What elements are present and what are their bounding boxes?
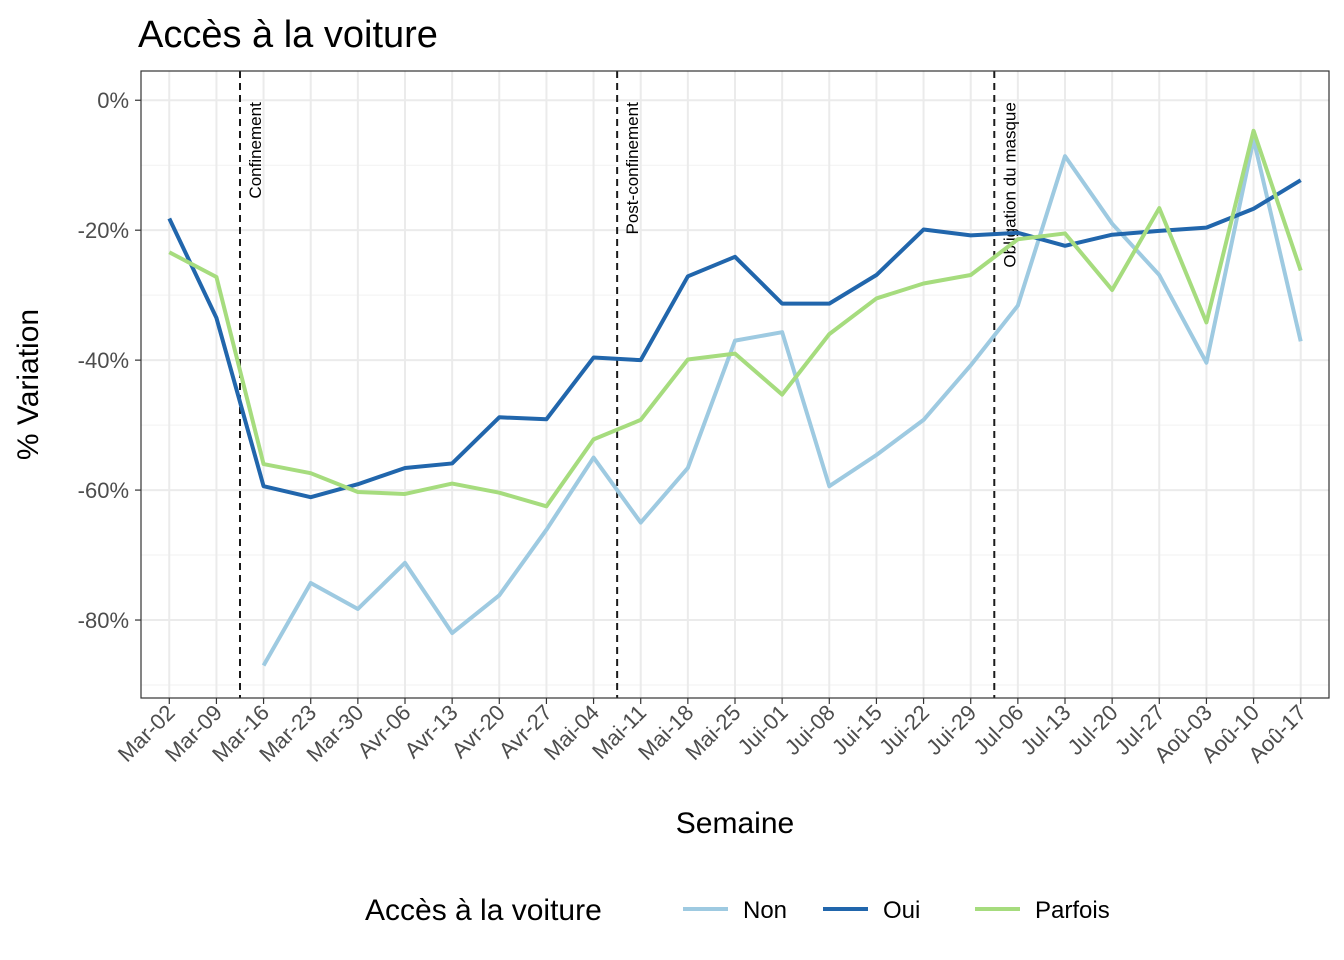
x-axis: Mar-02Mar-09Mar-16Mar-23Mar-30Avr-06Avr-… (113, 698, 1311, 768)
y-tick-label: -20% (78, 218, 129, 243)
x-tick-label: Avr-06 (352, 700, 415, 763)
y-axis-title: % Variation (12, 309, 45, 460)
legend-label-oui: Oui (883, 897, 920, 924)
event-lines: Confinement Post-confinement Obligation du… (239, 71, 1019, 698)
series-lines (167, 128, 1303, 667)
event-line-label: Obligation du masque (1000, 102, 1019, 267)
y-tick-label: -80% (78, 608, 129, 633)
grid (141, 71, 1329, 698)
x-tick-label: Jui-08 (780, 700, 840, 760)
event-line-label: Confinement (246, 102, 265, 199)
x-tick-label: Avr-20 (447, 700, 510, 763)
series-line-parfois (168, 128, 1303, 509)
x-tick-label: Jui-15 (827, 700, 887, 760)
legend: Accès à la voiture Non Oui Parfois (365, 894, 1110, 927)
x-tick-label: Jui-01 (733, 700, 793, 760)
event-line-label: Post-confinement (623, 102, 642, 235)
legend-label-non: Non (743, 897, 787, 924)
x-axis-title: Semaine (676, 807, 794, 840)
y-tick-label: -60% (78, 478, 129, 503)
x-tick-label: Jui-29 (921, 700, 981, 760)
legend-label-parfois: Parfois (1035, 897, 1110, 924)
x-tick-label: Jul-20 (1063, 700, 1123, 760)
series-line-oui (167, 178, 1302, 500)
series-line-non (261, 137, 1303, 667)
x-tick-label: Jul-06 (968, 700, 1028, 760)
plot-area: Confinement Post-confinement Obligation du… (140, 70, 1330, 699)
x-tick-label: Jui-22 (874, 700, 934, 760)
x-tick-label: Jul-13 (1015, 700, 1075, 760)
y-axis: 0% -20% -40% -60% -80% (78, 88, 141, 633)
y-tick-label: -40% (78, 348, 129, 373)
y-tick-label: 0% (97, 88, 129, 113)
chart-title: Accès à la voiture (138, 14, 438, 56)
legend-title: Accès à la voiture (365, 894, 602, 927)
x-tick-label: Avr-13 (399, 700, 462, 763)
